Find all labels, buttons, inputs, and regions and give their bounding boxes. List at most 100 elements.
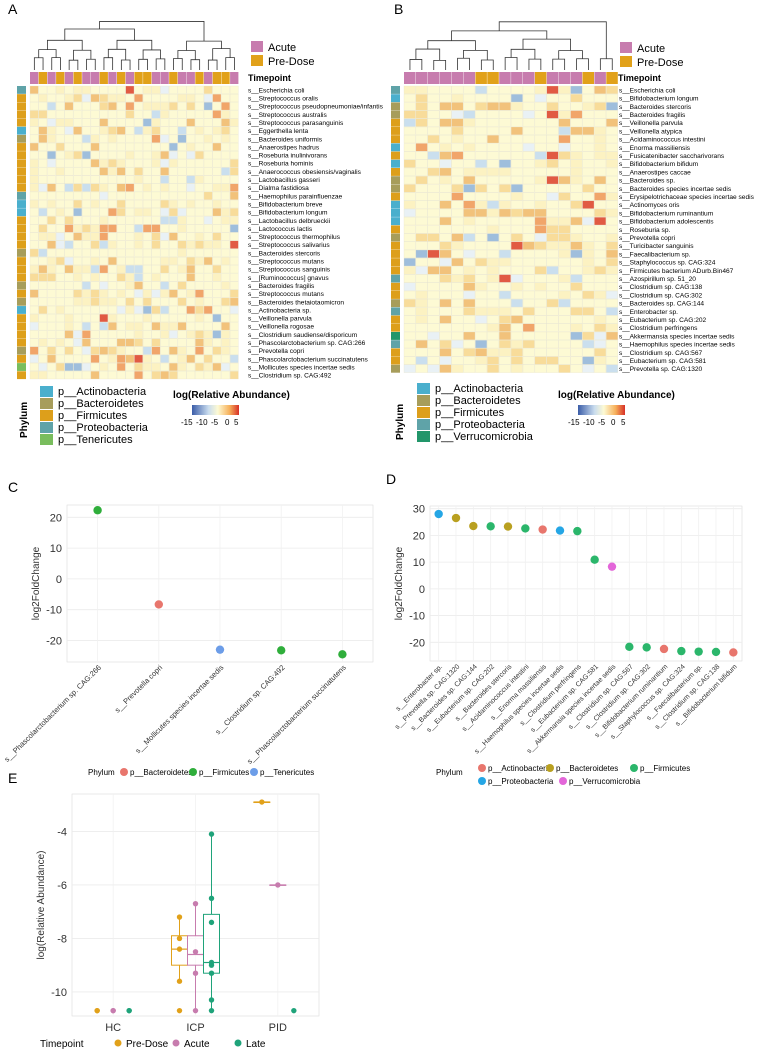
- dendrogram-branch: [498, 21, 607, 59]
- heatmap-cell: [99, 297, 109, 306]
- heatmap-cell: [134, 338, 143, 347]
- heatmap-cell: [522, 110, 535, 119]
- heatmap-cell: [534, 176, 547, 185]
- phylum-annotation-cell: [17, 102, 26, 111]
- heatmap-cell: [142, 151, 152, 160]
- heatmap-cell: [463, 282, 476, 291]
- heatmap-cell: [439, 356, 452, 365]
- scale-gradient: [192, 405, 239, 415]
- heatmap-cell: [38, 126, 48, 135]
- heatmap-cell: [229, 118, 239, 127]
- phylum-annotation-cell: [17, 232, 26, 241]
- heatmap-cell: [203, 142, 213, 151]
- y-tick-label: -20: [409, 637, 425, 649]
- heatmap-cell: [55, 314, 65, 323]
- heatmap-cell: [212, 85, 222, 94]
- data-point: [434, 509, 443, 519]
- phylum-title: Phylum: [395, 404, 406, 440]
- heatmap-cell: [108, 118, 117, 127]
- heatmap-cell: [134, 134, 143, 143]
- scale-title: log(Relative Abundance): [558, 390, 675, 401]
- phylum-annotation-cell: [391, 274, 400, 283]
- heatmap-cell: [558, 102, 571, 111]
- heatmap-cell: [177, 346, 187, 355]
- heatmap-cell: [169, 102, 178, 111]
- legend-swatch: [559, 777, 567, 785]
- heatmap-cell: [90, 354, 100, 363]
- row-label: s__Streptococcus salivarius: [248, 242, 330, 249]
- heatmap-cell: [99, 118, 109, 127]
- heatmap-cell: [221, 346, 230, 355]
- heatmap-cell: [55, 354, 65, 363]
- heatmap-cell: [134, 167, 143, 176]
- heatmap-cell: [558, 331, 571, 340]
- heatmap-cell: [160, 273, 169, 282]
- heatmap-cell: [177, 216, 187, 225]
- dendrogram-branch: [116, 39, 153, 50]
- heatmap-cell: [510, 266, 523, 275]
- heatmap-cell: [439, 249, 452, 258]
- data-point: [110, 1007, 116, 1014]
- scale-tick-neg15: -15: [181, 418, 193, 427]
- row-label: s__Bacteroides sp.: [619, 178, 675, 185]
- heatmap-cell: [177, 289, 187, 298]
- heatmap-cell: [475, 315, 488, 324]
- heatmap-cell: [64, 289, 74, 298]
- heatmap-cell: [55, 159, 65, 168]
- heatmap-cell: [212, 256, 222, 266]
- heatmap-cell: [151, 232, 161, 241]
- heatmap-cell: [116, 289, 126, 298]
- heatmap-cell: [64, 297, 74, 306]
- heatmap-cell: [221, 305, 230, 314]
- heatmap-cell: [142, 346, 152, 355]
- row-label: s__Phascolarctobacterium sp. CAG:266: [248, 340, 366, 347]
- heatmap-cell: [415, 290, 428, 299]
- legend-label: p__Firmicutes: [199, 768, 249, 777]
- heatmap-cell: [195, 159, 204, 168]
- heatmap-cell: [522, 200, 535, 209]
- heatmap-cell: [594, 110, 607, 119]
- heatmap-cell: [427, 290, 440, 299]
- phylum-annotation-cell: [17, 346, 26, 355]
- heatmap-cell: [108, 191, 117, 200]
- heatmap-cell: [594, 102, 607, 111]
- heatmap-cell: [510, 290, 523, 299]
- heatmap-cell: [125, 362, 135, 372]
- y-tick-label: -6: [57, 880, 67, 892]
- heatmap-cell: [558, 299, 571, 308]
- phylum-annotation-cell: [17, 338, 26, 347]
- heatmap-cell: [546, 192, 559, 201]
- heatmap-cell: [570, 110, 583, 119]
- heatmap-cell: [64, 338, 74, 347]
- scale-tick-neg10: -10: [583, 418, 595, 427]
- heatmap-cell: [546, 323, 559, 332]
- heatmap-cell: [47, 159, 56, 168]
- legend-title: Phylum: [436, 768, 463, 777]
- heatmap-cell: [415, 331, 428, 340]
- heatmap-cell: [499, 102, 511, 111]
- heatmap-cell: [221, 330, 230, 339]
- heatmap-cell: [134, 362, 143, 372]
- heatmap-cell: [594, 143, 607, 152]
- row-label: s__Clostridium perfringens: [619, 325, 698, 332]
- timepoint-cell: [546, 72, 559, 84]
- heatmap-cell: [203, 305, 213, 314]
- heatmap-cell: [212, 167, 222, 176]
- heatmap-cell: [195, 134, 204, 143]
- heatmap-cell: [546, 118, 559, 127]
- heatmap-cell: [64, 232, 74, 241]
- heatmap-cell: [221, 167, 230, 176]
- heatmap-cell: [73, 281, 82, 290]
- heatmap-cell: [142, 102, 152, 111]
- heatmap-cell: [221, 159, 230, 168]
- heatmap-cell: [55, 224, 65, 233]
- heatmap-cell: [64, 273, 74, 282]
- heatmap-cell: [29, 338, 39, 347]
- legend-label: p__Proteobacteria: [488, 777, 554, 786]
- heatmap-cell: [29, 159, 39, 168]
- heatmap-cell: [64, 346, 74, 355]
- heatmap-cell: [177, 338, 187, 347]
- data-point: [642, 643, 651, 652]
- heatmap-cell: [177, 102, 187, 111]
- phylum-annotation-cell: [391, 118, 400, 127]
